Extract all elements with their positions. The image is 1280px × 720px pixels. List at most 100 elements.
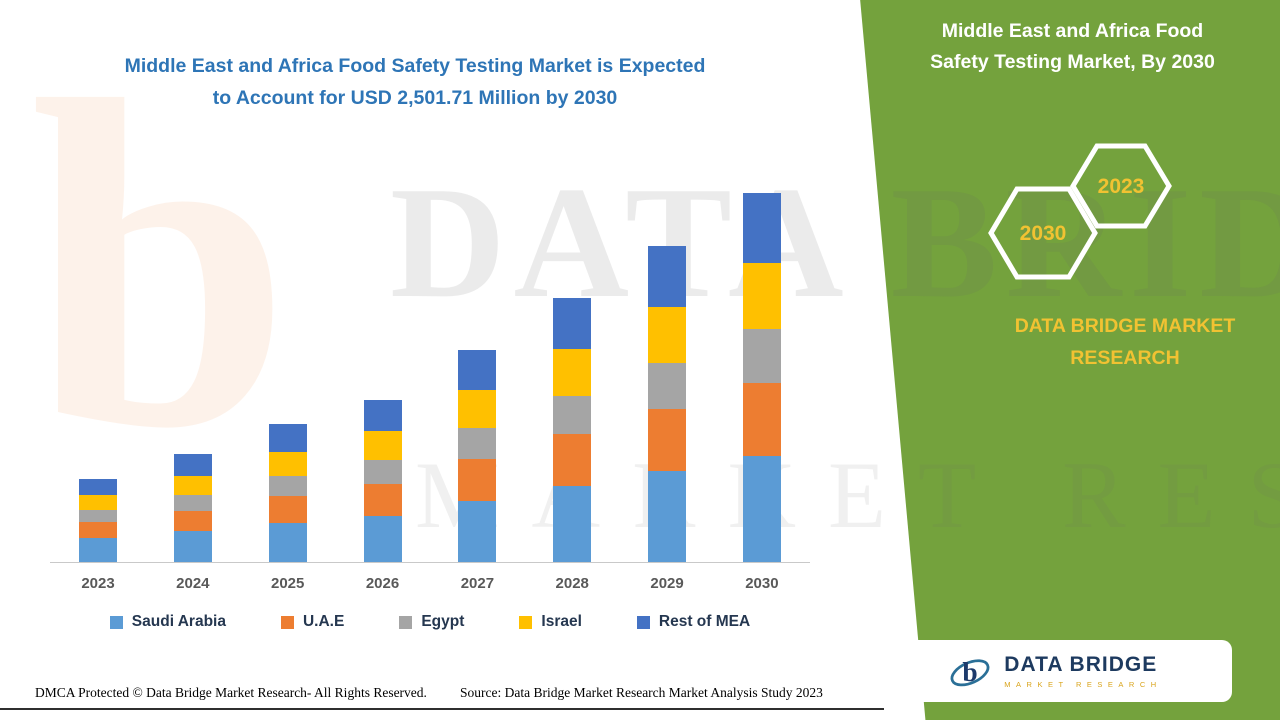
stacked-bar-2030 bbox=[742, 192, 781, 563]
stacked-bar-2029 bbox=[648, 246, 687, 563]
bar-column-2024: 2024 bbox=[173, 453, 213, 597]
bar-segment-u-a-e bbox=[363, 483, 402, 516]
legend-item-saudi-arabia: Saudi Arabia bbox=[109, 613, 226, 631]
page-title-line1: Middle East and Africa Food Safety Testi… bbox=[124, 55, 706, 77]
page-title: Middle East and Africa Food Safety Testi… bbox=[70, 50, 760, 114]
chart-plot-area: 2023 2024 2025 2026 2027 2028 2029 2030 bbox=[50, 178, 810, 597]
bar-segment-u-a-e bbox=[79, 521, 117, 538]
stacked-bar-chart: 2023 2024 2025 2026 2027 2028 2029 2030 Saudi A… bbox=[50, 178, 810, 631]
bar-segment-saudi-arabia bbox=[79, 537, 117, 563]
green-panel-title-line2: Safety Testing Market, By 2030 bbox=[930, 51, 1215, 73]
bar-segment-saudi-arabia bbox=[553, 486, 592, 563]
bar-column-2030: 2030 bbox=[742, 192, 782, 597]
legend-label-u-a-e: U.A.E bbox=[302, 613, 345, 630]
bar-segment-israel bbox=[173, 475, 212, 496]
bar-segment-saudi-arabia bbox=[458, 500, 497, 563]
bar-column-2027: 2027 bbox=[457, 349, 497, 597]
stacked-bar-2023 bbox=[79, 478, 117, 563]
green-panel-title: Middle East and Africa Food Safety Testi… bbox=[895, 16, 1250, 78]
bar-segment-rest-of-mea bbox=[268, 423, 307, 452]
logo-tagline-text: MARKET RESEARCH bbox=[1004, 680, 1162, 689]
bar-segment-saudi-arabia bbox=[742, 455, 781, 563]
bar-segment-israel bbox=[268, 451, 307, 477]
hexagon-badges-svg bbox=[988, 143, 1172, 280]
bar-segment-rest-of-mea bbox=[648, 246, 687, 307]
bar-segment-saudi-arabia bbox=[173, 531, 212, 563]
bar-segment-saudi-arabia bbox=[268, 523, 307, 563]
source-text: Source: Data Bridge Market Research Mark… bbox=[460, 685, 823, 700]
hexagon-2023-outline bbox=[1070, 143, 1172, 229]
bar-segment-egypt bbox=[458, 428, 497, 460]
green-panel-title-line1: Middle East and Africa Food bbox=[941, 20, 1204, 42]
legend-swatch-saudi-arabia bbox=[109, 615, 123, 629]
stacked-bar-2024 bbox=[173, 453, 212, 563]
bar-segment-saudi-arabia bbox=[648, 471, 687, 563]
hexagon-year-2023: 2023 bbox=[1097, 175, 1145, 198]
bar-segment-israel bbox=[553, 349, 592, 396]
x-axis-line bbox=[50, 562, 810, 563]
bar-segment-egypt bbox=[648, 363, 687, 410]
brand-text-line2: RESEARCH bbox=[1070, 347, 1180, 369]
stacked-bar-2026 bbox=[363, 400, 402, 563]
page-title-line2: to Account for USD 2,501.71 Million by 2… bbox=[212, 87, 618, 109]
legend-label-saudi-arabia: Saudi Arabia bbox=[131, 613, 226, 630]
bar-segment-u-a-e bbox=[553, 434, 592, 486]
legend-swatch-israel bbox=[519, 615, 533, 629]
bar-column-2028: 2028 bbox=[552, 298, 592, 597]
bar-column-2025: 2025 bbox=[268, 423, 308, 597]
bar-segment-u-a-e bbox=[742, 383, 781, 456]
chart-legend: Saudi Arabia U.A.E Egypt Israel Rest of MEA bbox=[50, 613, 810, 631]
bar-segment-egypt bbox=[79, 509, 117, 522]
bar-segment-egypt bbox=[742, 329, 781, 384]
bar-segment-rest-of-mea bbox=[553, 298, 592, 350]
bar-segment-egypt bbox=[553, 395, 592, 435]
bar-segment-israel bbox=[79, 494, 117, 510]
legend-label-egypt: Egypt bbox=[421, 613, 465, 630]
x-axis-label-2023: 2023 bbox=[81, 575, 115, 592]
footer-rule bbox=[0, 708, 884, 710]
stacked-bar-2028 bbox=[553, 298, 592, 563]
bar-column-2029: 2029 bbox=[647, 246, 687, 597]
hexagon-2030-outline bbox=[988, 186, 1098, 280]
brand-text-line1: DATA BRIDGE MARKET bbox=[1014, 315, 1236, 337]
bar-segment-rest-of-mea bbox=[458, 349, 497, 391]
x-axis-label-2029: 2029 bbox=[650, 575, 684, 592]
hexagon-badges: 2030 2023 bbox=[985, 138, 1185, 298]
stacked-bar-2025 bbox=[268, 423, 307, 563]
bar-segment-rest-of-mea bbox=[363, 400, 402, 432]
bar-segment-israel bbox=[363, 431, 402, 461]
bar-segment-rest-of-mea bbox=[79, 478, 117, 495]
x-axis-label-2027: 2027 bbox=[460, 575, 495, 592]
x-axis-label-2028: 2028 bbox=[555, 575, 589, 592]
x-axis-label-2024: 2024 bbox=[176, 575, 210, 592]
data-bridge-logo-icon: b bbox=[950, 656, 990, 687]
bar-column-2026: 2026 bbox=[363, 400, 403, 597]
bar-segment-egypt bbox=[173, 495, 212, 511]
legend-swatch-rest-of-mea bbox=[636, 615, 650, 629]
legend-item-israel: Israel bbox=[519, 613, 582, 631]
legend-item-egypt: Egypt bbox=[399, 613, 464, 631]
svg-text:b: b bbox=[963, 656, 978, 687]
legend-swatch-u-a-e bbox=[280, 615, 294, 629]
legend-item-rest-of-mea: Rest of MEA bbox=[636, 613, 750, 631]
legend-swatch-egypt bbox=[399, 615, 413, 629]
logo-brand-text: DATA BRIDGE bbox=[1004, 653, 1158, 676]
bar-segment-israel bbox=[742, 263, 781, 330]
bar-segment-rest-of-mea bbox=[742, 192, 781, 264]
hexagon-year-2030: 2030 bbox=[1019, 222, 1067, 245]
legend-item-u-a-e: U.A.E bbox=[280, 613, 345, 631]
bar-segment-u-a-e bbox=[648, 409, 687, 472]
bar-segment-egypt bbox=[363, 460, 402, 484]
x-axis-label-2025: 2025 bbox=[271, 575, 305, 592]
x-axis-label-2026: 2026 bbox=[365, 575, 400, 592]
bar-column-2023: 2023 bbox=[78, 478, 118, 597]
dmca-text: DMCA Protected © Data Bridge Market Rese… bbox=[35, 685, 427, 700]
bar-segment-u-a-e bbox=[268, 496, 307, 523]
bar-segment-israel bbox=[648, 306, 687, 364]
logo-card: b DATA BRIDGE MARKET RESEARCH bbox=[878, 640, 1232, 702]
brand-text: DATA BRIDGE MARKET RESEARCH bbox=[955, 310, 1280, 374]
bar-segment-u-a-e bbox=[173, 510, 212, 532]
bar-segment-rest-of-mea bbox=[173, 453, 212, 476]
bar-segment-egypt bbox=[268, 476, 307, 497]
